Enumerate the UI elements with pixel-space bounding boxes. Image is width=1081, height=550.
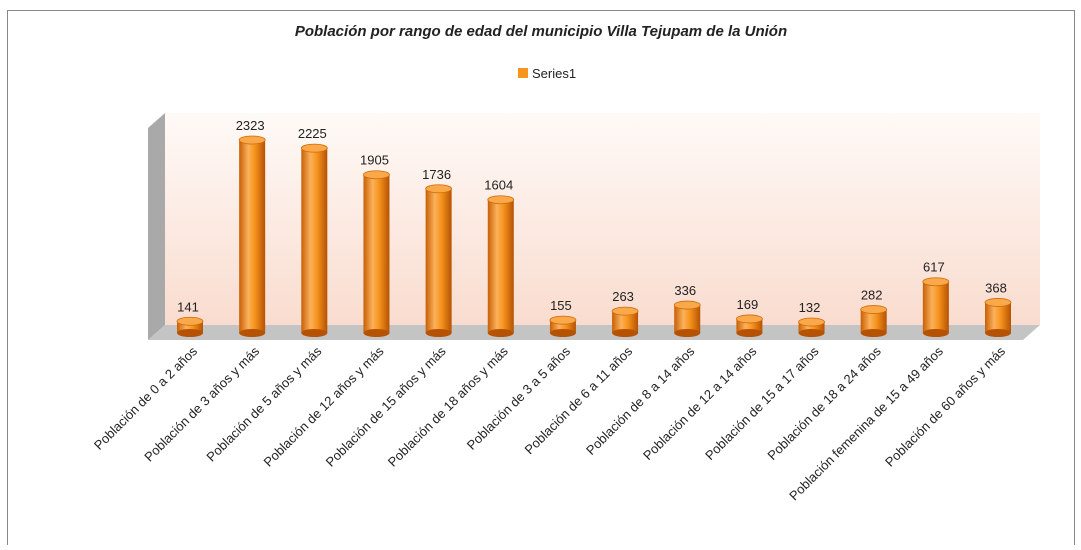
data-label: 132 [799, 300, 821, 315]
bar-base [425, 329, 452, 337]
bar-top [860, 305, 888, 314]
bar [363, 170, 390, 337]
back-wall [165, 113, 1040, 325]
bar-top [922, 277, 950, 287]
bar [549, 315, 577, 337]
data-label: 141 [177, 299, 199, 314]
bar-top [176, 316, 204, 326]
bar-top [798, 317, 825, 327]
bar-top [363, 170, 390, 180]
bar [673, 300, 701, 337]
bar-body [425, 188, 452, 333]
bar-base [301, 329, 328, 337]
bar-base [860, 329, 887, 337]
bar-body [301, 148, 328, 333]
bar [611, 306, 639, 337]
bar-top [238, 135, 266, 145]
data-label: 169 [737, 297, 759, 312]
data-label: 2323 [236, 118, 265, 133]
bar-base [798, 329, 825, 337]
bar-body [674, 305, 701, 333]
legend-swatch [518, 68, 528, 78]
data-label: 336 [674, 283, 696, 298]
bar-top [984, 298, 1012, 307]
data-label: 617 [923, 260, 945, 275]
legend-label: Series1 [532, 66, 576, 81]
bar-base [736, 329, 763, 337]
bar [425, 184, 453, 337]
data-label: 282 [861, 288, 883, 303]
bar [860, 305, 888, 337]
data-label: 1736 [422, 167, 451, 182]
bar-body [363, 174, 390, 333]
bar-top [487, 195, 515, 205]
bar [176, 316, 204, 337]
floor [148, 325, 1040, 340]
bar-base [239, 329, 266, 337]
data-label: 368 [985, 280, 1007, 295]
bar-base [177, 329, 203, 337]
chart-title: Población por rango de edad del municipi… [295, 23, 787, 40]
bar-base [985, 329, 1011, 337]
bar-base [674, 329, 701, 337]
data-label: 2225 [298, 126, 327, 141]
bar-body [177, 321, 203, 333]
data-label: 155 [550, 298, 572, 313]
bar-base [922, 329, 949, 337]
bar-body [239, 140, 266, 333]
bar [798, 317, 825, 337]
bar-top [300, 143, 328, 153]
bar-body [487, 199, 514, 333]
bar [487, 195, 515, 337]
bar-body [985, 302, 1011, 333]
bar-top [735, 314, 763, 324]
bar-body [612, 311, 639, 333]
data-label: 263 [612, 289, 634, 304]
bar [984, 298, 1012, 337]
bar [238, 135, 266, 337]
bar-top [549, 315, 577, 325]
bar-base [363, 329, 390, 337]
bar-body [922, 281, 949, 333]
bar-body [860, 309, 887, 333]
bar-top [673, 300, 701, 310]
bar-body [798, 322, 825, 333]
bar-base [549, 329, 576, 337]
side-wall [148, 113, 165, 340]
data-label: 1905 [360, 153, 389, 168]
bar-base [612, 329, 639, 337]
bar [922, 277, 950, 337]
bar-top [611, 306, 639, 316]
bar-top [425, 184, 453, 194]
bar-base [487, 329, 514, 337]
data-label: 1604 [484, 178, 513, 193]
bar [300, 143, 328, 337]
bar [735, 314, 763, 337]
